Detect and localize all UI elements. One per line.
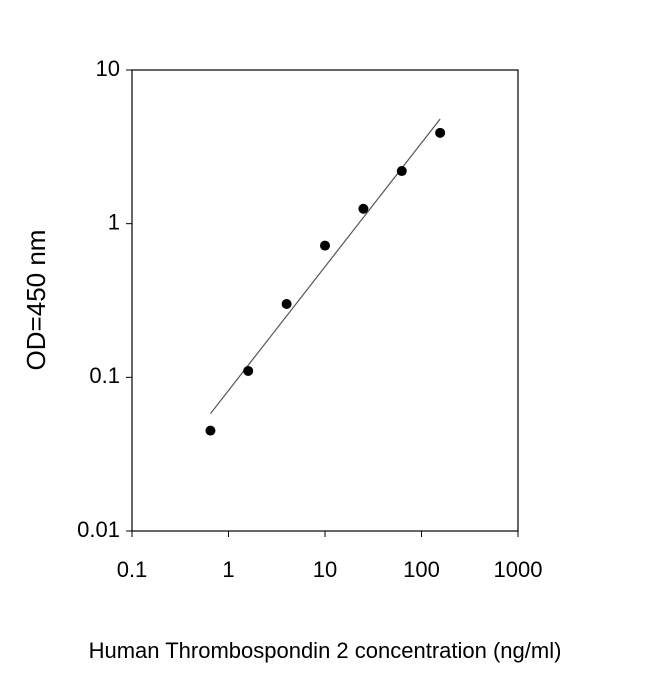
- x-axis-label: Human Thrombospondin 2 concentration (ng…: [89, 638, 562, 663]
- x-tick-label: 1000: [494, 557, 543, 582]
- y-axis-label: OD=450 nm: [21, 230, 51, 371]
- data-point: [396, 166, 407, 177]
- y-tick-label: 0.01: [77, 517, 120, 542]
- data-point: [243, 365, 254, 376]
- data-point: [205, 425, 216, 436]
- x-tick-label: 0.1: [117, 557, 148, 582]
- plot-frame: [131, 69, 519, 532]
- y-tick-label: 0.1: [89, 363, 120, 388]
- x-tick-label: 1: [222, 557, 234, 582]
- data-point: [320, 240, 330, 251]
- data-point: [281, 299, 292, 310]
- y-tick-label: 1: [108, 209, 120, 234]
- x-tick-label: 100: [403, 557, 440, 582]
- data-point: [435, 127, 446, 138]
- x-tick-label: 10: [313, 557, 337, 582]
- y-tick-label: 10: [96, 56, 120, 81]
- data-point: [358, 203, 369, 214]
